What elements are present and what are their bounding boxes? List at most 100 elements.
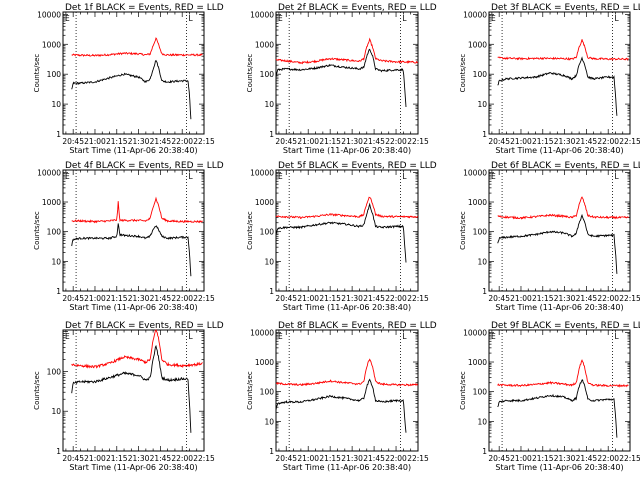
x-tick-label: 21:45	[576, 454, 598, 463]
y-tick-label: 1	[482, 130, 487, 139]
x-axis-label: Start Time (11-Apr-06 20:38:40)	[283, 146, 411, 155]
y-tick-label: 100	[473, 228, 488, 237]
y-tick-label: 1000	[255, 198, 274, 207]
series-lld-line	[497, 39, 629, 61]
y-tick-label: 10000	[463, 168, 487, 177]
x-tick-label: 21:30	[554, 137, 576, 146]
y-tick-label: 1	[56, 287, 61, 296]
x-tick-label: 21:45	[150, 454, 172, 463]
plot-frame	[62, 11, 205, 135]
series-events-line	[71, 344, 192, 433]
series-events-line	[71, 223, 192, 277]
x-tick-label: 21:00	[297, 294, 319, 303]
y-tick-label: 10	[264, 100, 274, 109]
y-tick-label: 10000	[37, 168, 61, 177]
y-tick-label: 1	[482, 447, 487, 456]
x-tick-label: 21:30	[128, 454, 150, 463]
corner-mark-right: L	[402, 332, 407, 341]
y-tick-label: 100	[260, 388, 275, 397]
x-axis-label: Start Time (11-Apr-06 20:38:40)	[283, 303, 411, 312]
x-tick-label: 22:00	[385, 294, 407, 303]
y-tick-label: 1000	[42, 40, 61, 49]
y-tick-label: 10000	[463, 10, 487, 19]
series-lld-line	[497, 359, 629, 388]
x-tick-label: 20:45	[62, 454, 84, 463]
x-tick-label: 22:00	[597, 294, 619, 303]
chart-title: Det 3f BLACK = Events, RED = LLD	[491, 3, 640, 13]
x-axis-label: Start Time (11-Apr-06 20:38:40)	[69, 146, 197, 155]
y-tick-label: 10000	[250, 168, 274, 177]
y-tick-label: 100	[47, 228, 62, 237]
x-tick-label: 21:45	[363, 137, 385, 146]
x-tick-label: 21:15	[319, 137, 341, 146]
corner-mark-right: L	[615, 14, 620, 23]
y-tick-label: 1	[482, 287, 487, 296]
x-tick-label: 21:30	[554, 454, 576, 463]
series-events-line	[497, 213, 618, 274]
series-lld-line	[275, 196, 419, 219]
y-tick-label: 100	[473, 70, 488, 79]
x-tick-label: 20:45	[62, 294, 84, 303]
x-tick-label: 21:00	[510, 137, 532, 146]
x-tick-label: 20:45	[488, 137, 510, 146]
x-tick-label: 20:45	[275, 137, 297, 146]
x-tick-label: 21:00	[510, 454, 532, 463]
x-tick-label: 22:15	[193, 294, 215, 303]
x-tick-label: 21:15	[532, 137, 554, 146]
series-lld-line	[275, 358, 419, 387]
corner-mark-left: E	[278, 332, 283, 341]
x-tick-label: 21:15	[532, 294, 554, 303]
y-axis-label: Counts/sec	[459, 211, 467, 250]
corner-mark-left: E	[65, 172, 70, 181]
x-tick-label: 21:45	[576, 294, 598, 303]
y-tick-label: 1000	[255, 40, 274, 49]
x-tick-label: 21:45	[363, 294, 385, 303]
series-lld-line	[275, 37, 419, 65]
y-tick-label: 1000	[255, 358, 274, 367]
series-lld-line	[497, 196, 629, 220]
x-tick-label: 20:45	[275, 294, 297, 303]
x-axis-label: Start Time (11-Apr-06 20:38:40)	[283, 463, 411, 472]
corner-mark-left: E	[278, 14, 283, 23]
x-tick-label: 21:15	[106, 294, 128, 303]
y-tick-label: 10	[51, 407, 61, 416]
series-events-line	[497, 379, 618, 438]
y-tick-label: 10000	[463, 328, 487, 337]
y-tick-label: 10	[264, 417, 274, 426]
chart-title: Det 1f BLACK = Events, RED = LLD	[65, 3, 224, 13]
y-tick-label: 1	[269, 130, 274, 139]
x-tick-label: 21:30	[341, 137, 363, 146]
series-lld-line	[71, 37, 203, 57]
plot-frame	[275, 11, 419, 135]
series-events-line	[275, 202, 407, 263]
x-tick-label: 22:15	[193, 137, 215, 146]
x-tick-label: 21:15	[319, 454, 341, 463]
y-axis-label: Counts/sec	[459, 54, 467, 93]
x-axis-label: Start Time (11-Apr-06 20:38:40)	[69, 303, 197, 312]
corner-mark-right: L	[615, 172, 620, 181]
x-tick-label: 21:00	[84, 294, 106, 303]
y-tick-label: 1	[269, 447, 274, 456]
y-tick-label: 10	[264, 257, 274, 266]
corner-mark-right: L	[402, 172, 407, 181]
y-tick-label: 10000	[250, 10, 274, 19]
x-tick-label: 22:00	[385, 454, 407, 463]
x-tick-label: 21:30	[128, 137, 150, 146]
corner-mark-right: L	[189, 14, 194, 23]
x-tick-label: 21:00	[84, 454, 106, 463]
y-tick-label: 10	[477, 100, 487, 109]
x-tick-label: 21:45	[363, 454, 385, 463]
x-tick-label: 22:15	[407, 294, 429, 303]
x-tick-label: 22:15	[619, 137, 640, 146]
y-tick-label: 1000	[42, 198, 61, 207]
x-tick-label: 22:00	[171, 454, 193, 463]
x-tick-label: 22:00	[171, 137, 193, 146]
corner-mark-right: L	[189, 172, 194, 181]
y-axis-label: Counts/sec	[33, 211, 41, 250]
x-tick-label: 21:15	[106, 137, 128, 146]
y-tick-label: 100	[473, 388, 488, 397]
